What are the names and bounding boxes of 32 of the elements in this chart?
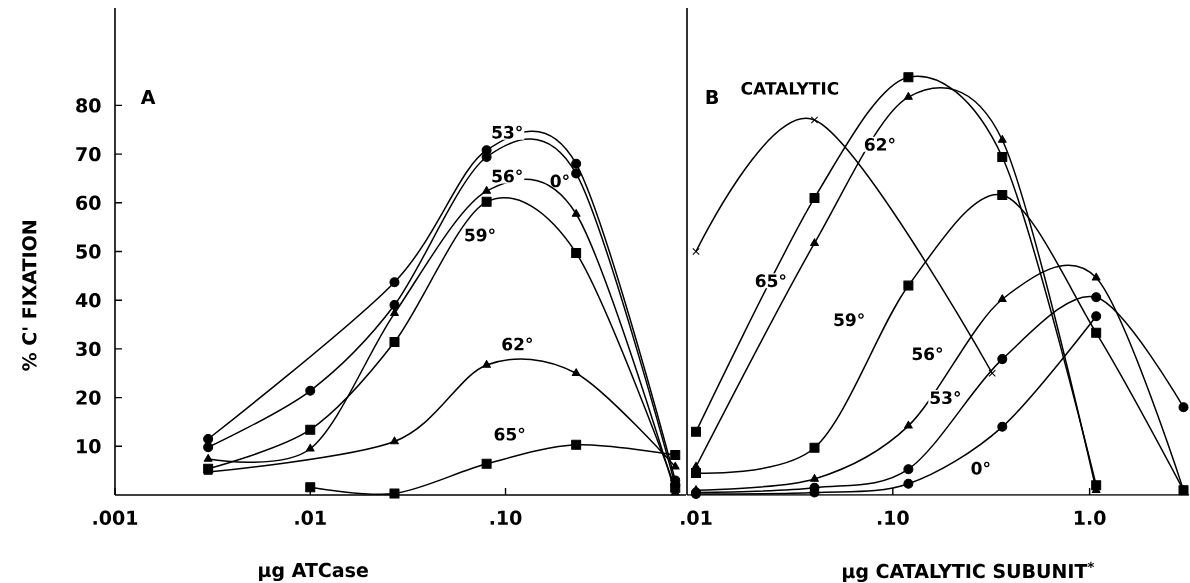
x-tick-label: .001 bbox=[93, 510, 138, 525]
y-tick-label: 30 bbox=[76, 341, 101, 357]
x-tick-label: .10 bbox=[877, 510, 909, 525]
series-label: 62° bbox=[864, 137, 895, 151]
x-axis-title: μg CATALYTIC SUBUNIT$^{*}$ bbox=[843, 561, 1095, 583]
y-tick-label: 50 bbox=[76, 244, 101, 259]
y-tick-label: 20 bbox=[76, 390, 101, 405]
x-axis-title: μg ATCase bbox=[259, 562, 368, 582]
x-tick-label: .01 bbox=[295, 510, 326, 525]
x-tick-label: .01 bbox=[681, 510, 712, 525]
y-tick-label: 80 bbox=[76, 98, 101, 113]
y-tick-label: 60 bbox=[76, 195, 101, 210]
series-label: 62° bbox=[502, 337, 532, 351]
series-label: CATALYTIC bbox=[741, 81, 839, 95]
series-label: 56° bbox=[912, 347, 943, 361]
text: A bbox=[140, 90, 156, 104]
text: B bbox=[706, 90, 719, 104]
y-tick-label: 10 bbox=[77, 439, 101, 454]
series-label: 65° bbox=[494, 427, 525, 441]
series-label: 53° bbox=[930, 391, 960, 405]
series-label: 65° bbox=[755, 274, 786, 288]
series-label: 0° bbox=[971, 461, 990, 475]
y-axis-title: % C' FIXATION bbox=[22, 221, 37, 371]
series-label: 59° bbox=[834, 313, 864, 327]
x-tick-label: .10 bbox=[490, 510, 522, 525]
series-label: 0° bbox=[550, 174, 569, 188]
series-label: 59° bbox=[465, 228, 495, 242]
x-tick-label: 1.0 bbox=[1074, 510, 1106, 525]
series-label: 53° bbox=[492, 125, 522, 139]
y-tick-label: 70 bbox=[76, 146, 101, 162]
y-tick-label: 40 bbox=[75, 293, 101, 308]
series-label: 56° bbox=[492, 169, 522, 183]
